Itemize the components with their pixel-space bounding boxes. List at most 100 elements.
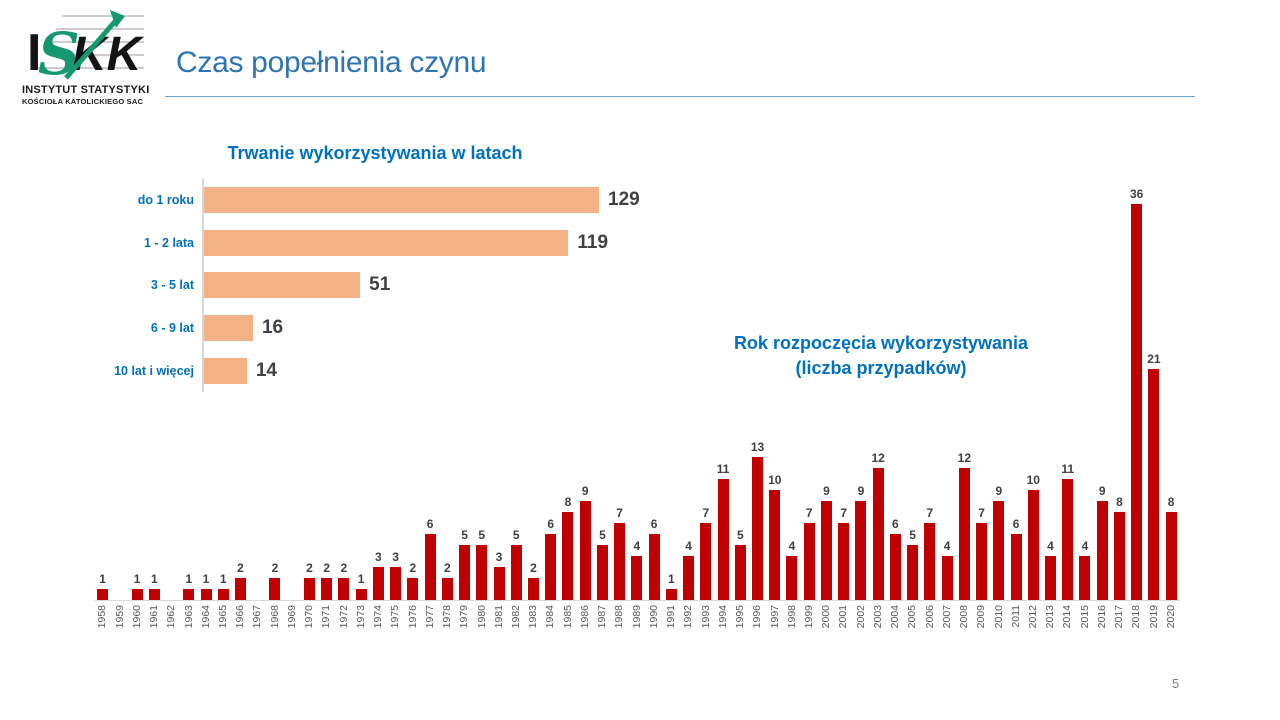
- iskk-logo-graphic: I S KK: [27, 10, 145, 84]
- year-column: 9: [990, 190, 1007, 600]
- year-column: [111, 190, 128, 600]
- year-column: 9: [852, 190, 869, 600]
- year-axis-label: 1970: [303, 605, 316, 629]
- year-axis-label: 1971: [320, 605, 333, 629]
- year-column: 2: [335, 190, 352, 600]
- year-column: 7: [801, 190, 818, 600]
- year-axis-label: 1995: [734, 605, 747, 629]
- year-bar: [648, 534, 660, 600]
- year-axis-label: 1984: [544, 605, 557, 629]
- year-bar: [1010, 534, 1022, 600]
- year-value: 7: [840, 506, 848, 520]
- year-axis-label: 1980: [475, 605, 488, 629]
- year-axis-label: 1965: [217, 605, 229, 629]
- year-value: 6: [547, 517, 555, 531]
- year-column: 7: [921, 190, 938, 600]
- year-axis-label: 2003: [871, 605, 884, 629]
- year-bar: [303, 578, 315, 600]
- year-value: 1: [150, 572, 158, 586]
- year-column: 5: [732, 190, 749, 600]
- year-column: 7: [697, 190, 714, 600]
- year-axis-label: 1969: [285, 605, 298, 629]
- year-bar: [562, 512, 574, 600]
- year-axis-label: 1983: [527, 605, 540, 629]
- year-bar: [510, 545, 522, 600]
- year-axis-label: 2014: [1061, 605, 1074, 629]
- year-value: 5: [512, 528, 520, 542]
- year-value: 4: [1047, 539, 1054, 553]
- year-bar: [941, 556, 953, 600]
- year-value: 8: [1116, 495, 1123, 509]
- year-column: 7: [611, 190, 628, 600]
- year-value: 36: [1129, 187, 1144, 201]
- year-column: 2: [404, 190, 421, 600]
- year-value: 6: [426, 517, 434, 531]
- category-label: 10 lat i więcej: [114, 363, 194, 378]
- start-year-chart-subtitle: (liczba przypadków): [795, 358, 967, 379]
- year-column: 1: [180, 190, 197, 600]
- year-bar: [234, 578, 246, 600]
- year-bar: [1165, 512, 1177, 600]
- year-value: 2: [237, 561, 244, 575]
- year-column: 6: [542, 190, 559, 600]
- year-bar: [786, 556, 798, 600]
- year-axis-label: 2006: [923, 605, 936, 629]
- year-column: 5: [904, 190, 921, 600]
- year-value: 11: [716, 462, 730, 476]
- year-value: 5: [478, 528, 486, 542]
- year-column: 4: [1042, 190, 1059, 600]
- year-bar: [372, 567, 384, 600]
- year-bar: [700, 523, 712, 600]
- year-axis-label: 1996: [751, 605, 764, 629]
- year-bar: [97, 589, 109, 600]
- year-value: 2: [271, 561, 279, 575]
- year-column: 1: [146, 190, 163, 600]
- year-bar: [355, 589, 367, 600]
- year-axis-label: 2020: [1164, 605, 1177, 629]
- year-bar: [476, 545, 488, 600]
- year-bar: [424, 534, 436, 600]
- year-value: 4: [1081, 539, 1089, 553]
- year-axis-label: 1975: [389, 605, 402, 629]
- logo-institute-subname: KOŚCIOŁA KATOLICKIEGO SAC: [22, 97, 144, 106]
- year-bar: [579, 501, 591, 600]
- year-column: 36: [1128, 187, 1145, 600]
- year-column: [163, 190, 180, 600]
- year-column: 2: [318, 190, 335, 600]
- duration-chart: do 1 roku 129 1 - 2 lata 119 3 - 5 lat 51 6 - …: [95, 179, 665, 392]
- slide-title: Czas popełnienia czynu: [176, 46, 487, 79]
- year-value: 7: [926, 506, 934, 520]
- year-value: 21: [1147, 352, 1161, 366]
- year-column: 3: [370, 190, 387, 600]
- year-axis-label: 1963: [182, 605, 195, 629]
- year-column: 12: [956, 190, 973, 600]
- year-bar: [545, 534, 557, 600]
- year-axis-label: 1999: [802, 605, 815, 629]
- logo-letter-i: I: [27, 24, 41, 82]
- logo-institute-name: INSTYTUT STATYSTYKI: [22, 84, 150, 96]
- year-bar: [1131, 204, 1143, 600]
- duration-row: 10 lat i więcej 14: [95, 349, 665, 392]
- year-column: 6: [646, 190, 663, 600]
- year-axis-label: 1960: [130, 605, 143, 629]
- year-axis-label: 2012: [1027, 605, 1040, 629]
- year-value: 7: [616, 506, 623, 520]
- year-column: 3: [490, 190, 507, 600]
- year-column: 21: [1145, 190, 1162, 600]
- start-year-chart: 1 1 1 1 1 1 2 2 2 2 2 1 3 3 2 6 2 5 5 3 5 2 6 8 9 5 7 4 6 1 4 7 11 5 13 10 4…: [94, 187, 1180, 629]
- year-value: 9: [1098, 484, 1106, 498]
- year-value: 2: [443, 561, 451, 575]
- year-value: 3: [392, 550, 399, 564]
- duration-bar: [204, 187, 599, 214]
- category-label: 3 - 5 lat: [150, 278, 194, 293]
- year-axis-label: 1964: [199, 605, 212, 629]
- year-value: 2: [340, 561, 348, 575]
- year-column: [284, 190, 301, 600]
- year-value: 5: [599, 528, 606, 542]
- duration-row: do 1 roku 129: [95, 179, 665, 222]
- duration-bar: [204, 357, 247, 384]
- year-axis-label: 1982: [509, 605, 522, 629]
- year-column: 1: [197, 190, 214, 600]
- year-column: 8: [1111, 190, 1128, 600]
- year-axis-label: 1989: [630, 605, 643, 629]
